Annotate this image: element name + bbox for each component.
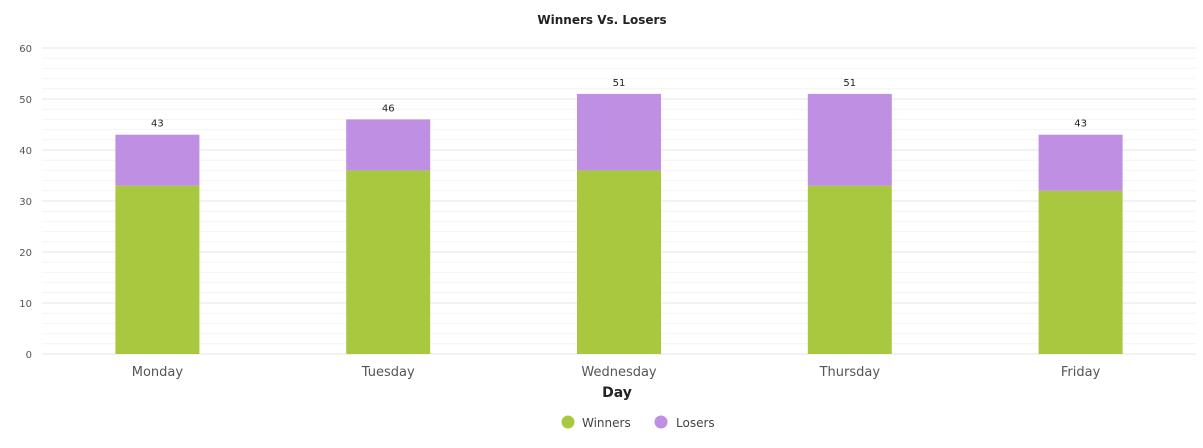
- data-label-total: 43: [1074, 119, 1087, 130]
- data-label-total: 43: [151, 119, 164, 130]
- data-label-total: 46: [382, 103, 395, 114]
- y-tick-label: 10: [19, 299, 32, 310]
- bar-losers-wednesday[interactable]: [577, 93, 661, 171]
- chart-title: Winners Vs. Losers: [537, 13, 666, 27]
- legend-label: Losers: [676, 416, 715, 430]
- x-axis-label: Day: [602, 385, 632, 401]
- legend-marker: [561, 415, 575, 429]
- legend-item-losers[interactable]: Losers: [654, 415, 715, 431]
- x-tick-label: Thursday: [819, 365, 881, 380]
- data-label-total: 51: [613, 78, 626, 89]
- data-label-total: 51: [843, 78, 856, 89]
- legend-item-winners[interactable]: Winners: [561, 415, 631, 431]
- bar-winners-tuesday[interactable]: [346, 170, 431, 354]
- data-labels: 43 46 51 51 43: [151, 78, 1087, 130]
- y-tick-label: 20: [19, 248, 32, 259]
- bar-winners-monday[interactable]: [115, 185, 200, 354]
- y-axis-ticks: 0 10 20 30 40 50 60: [19, 44, 32, 361]
- bar-losers-friday[interactable]: [1038, 134, 1123, 191]
- bar-winners-thursday[interactable]: [807, 185, 892, 354]
- x-tick-label: Monday: [132, 365, 184, 380]
- x-tick-label: Wednesday: [581, 365, 657, 380]
- y-tick-label: 30: [19, 197, 32, 208]
- bar-losers-thursday[interactable]: [807, 93, 892, 186]
- bar-winners-friday[interactable]: [1038, 190, 1123, 354]
- y-tick-label: 40: [19, 146, 32, 157]
- bar-winners-wednesday[interactable]: [577, 170, 661, 354]
- legend: Winners Losers: [561, 415, 715, 431]
- legend-label: Winners: [582, 416, 631, 430]
- bar-group: [115, 93, 1123, 354]
- x-tick-label: Friday: [1061, 365, 1101, 380]
- y-tick-label: 60: [19, 44, 32, 55]
- y-tick-label: 0: [26, 350, 32, 361]
- y-tick-label: 50: [19, 95, 32, 106]
- bar-losers-tuesday[interactable]: [346, 119, 431, 171]
- x-axis-ticks: Monday Tuesday Wednesday Thursday Friday: [132, 365, 1101, 380]
- bar-losers-monday[interactable]: [115, 134, 200, 186]
- x-tick-label: Tuesday: [361, 365, 415, 380]
- legend-marker: [654, 415, 668, 429]
